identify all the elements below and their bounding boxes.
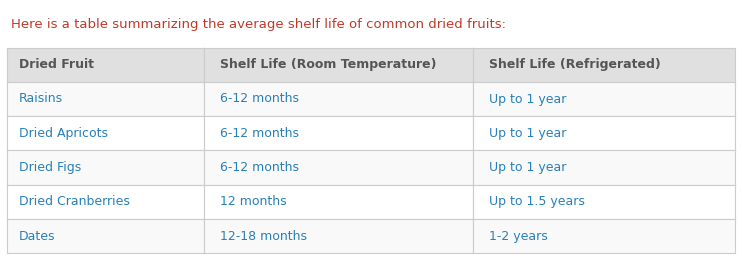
- Text: Raisins: Raisins: [19, 92, 63, 106]
- Text: 1-2 years: 1-2 years: [488, 230, 548, 243]
- Text: 6-12 months: 6-12 months: [220, 127, 299, 140]
- Text: 6-12 months: 6-12 months: [220, 161, 299, 174]
- Text: Up to 1 year: Up to 1 year: [488, 161, 566, 174]
- Text: Dried Cranberries: Dried Cranberries: [19, 195, 130, 209]
- Text: 12-18 months: 12-18 months: [220, 230, 307, 243]
- Text: Up to 1 year: Up to 1 year: [488, 127, 566, 140]
- Text: Shelf Life (Room Temperature): Shelf Life (Room Temperature): [220, 58, 436, 71]
- Text: Dates: Dates: [19, 230, 56, 243]
- Text: Up to 1.5 years: Up to 1.5 years: [488, 195, 585, 209]
- Text: Here is a table summarizing the average shelf life of common dried fruits:: Here is a table summarizing the average …: [11, 18, 506, 31]
- Text: Up to 1 year: Up to 1 year: [488, 92, 566, 106]
- Text: 6-12 months: 6-12 months: [220, 92, 299, 106]
- Text: 12 months: 12 months: [220, 195, 286, 209]
- Text: Shelf Life (Refrigerated): Shelf Life (Refrigerated): [488, 58, 660, 71]
- Text: Dried Fruit: Dried Fruit: [19, 58, 94, 71]
- Text: Dried Figs: Dried Figs: [19, 161, 82, 174]
- Text: Dried Apricots: Dried Apricots: [19, 127, 108, 140]
